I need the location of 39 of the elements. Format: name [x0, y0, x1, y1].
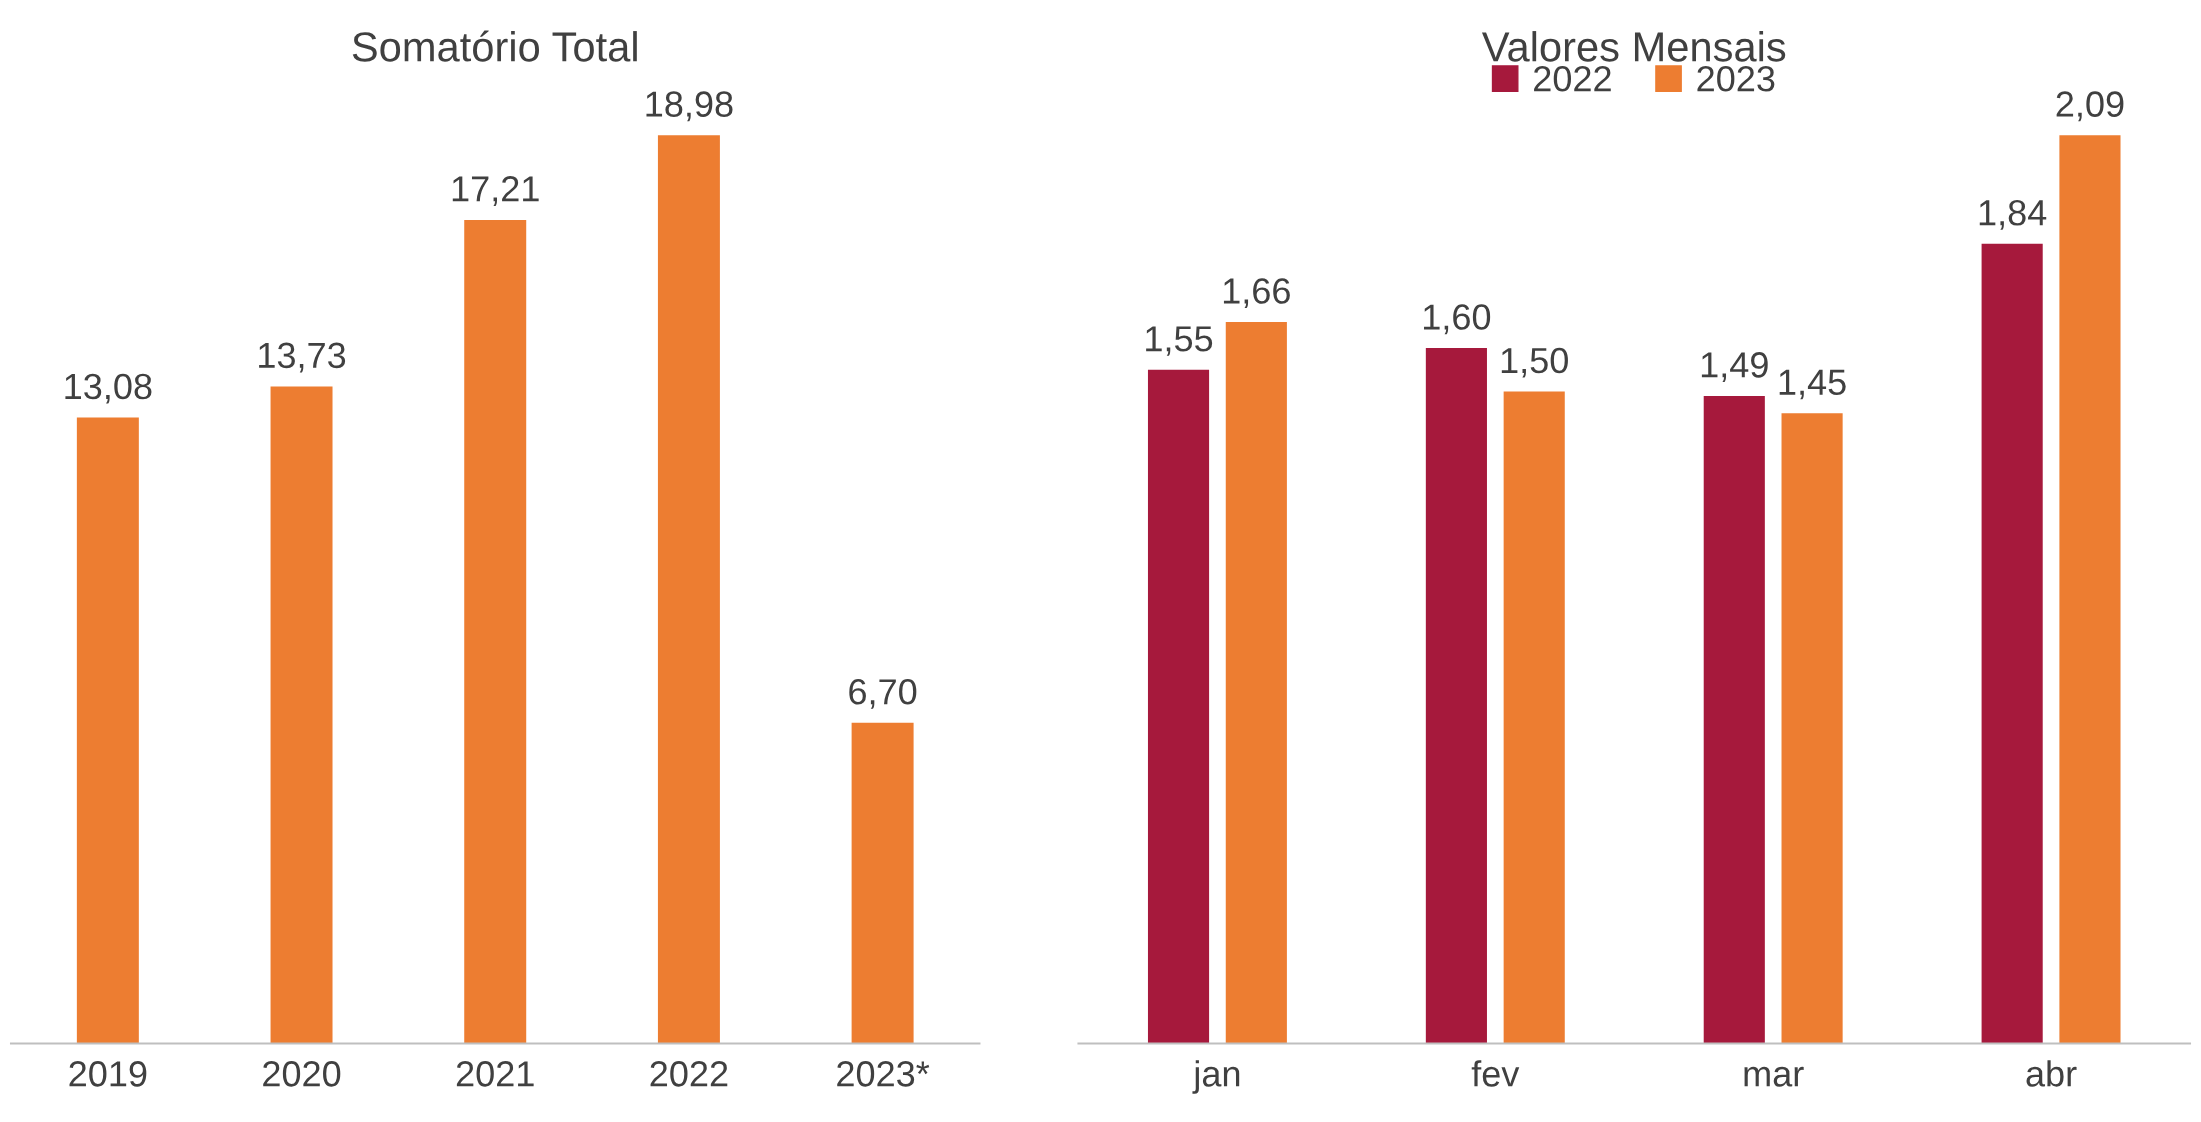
bar: [851, 722, 914, 1044]
data-label: 1,84: [1979, 200, 2047, 230]
bar: [657, 135, 720, 1044]
data-label: 17,21: [452, 176, 539, 206]
data-label: 1,66: [1223, 278, 1290, 309]
bar: [1225, 322, 1287, 1044]
chart-title: Valores Mensais: [1481, 31, 1786, 62]
bar: [1781, 413, 1843, 1044]
data-label: 6,70: [849, 679, 917, 709]
x-tick-label: jan: [1192, 1060, 1240, 1094]
x-tick-label: abr: [2026, 1060, 2077, 1087]
data-label: 1,60: [1424, 304, 1491, 335]
legend-label: 2023: [1697, 65, 1775, 92]
x-tick-label: 2023*: [837, 1061, 930, 1087]
bar: [1425, 348, 1487, 1044]
data-label: 1,55: [1146, 326, 1213, 356]
x-tick-label: mar: [1744, 1066, 1804, 1087]
data-label: 1,45: [1779, 369, 1846, 400]
chart-title: Somatório Total: [352, 30, 637, 62]
x-tick-label: 2020: [263, 1061, 341, 1087]
data-label: 1,50: [1501, 347, 1568, 378]
data-label: 18,98: [646, 91, 733, 122]
x-tick-label: fev: [1471, 1060, 1520, 1087]
bar: [76, 417, 139, 1044]
bar: [270, 386, 333, 1044]
bar: [1147, 369, 1210, 1044]
data-label: 13,08: [65, 373, 152, 404]
bar: [1703, 395, 1765, 1044]
data-label: 13,73: [259, 342, 346, 373]
x-tick-label: 2022: [650, 1061, 728, 1087]
x-tick-label: 2019: [69, 1061, 147, 1087]
data-label: 1,49: [1701, 352, 1768, 382]
legend-label: 2022: [1534, 65, 1611, 92]
x-tick-label: 2021: [456, 1061, 534, 1087]
bar: [1981, 243, 2043, 1044]
bar: [2059, 135, 2121, 1044]
bar: [1503, 391, 1565, 1044]
data-label: 2,09: [2056, 91, 2124, 122]
bar: [464, 219, 527, 1044]
